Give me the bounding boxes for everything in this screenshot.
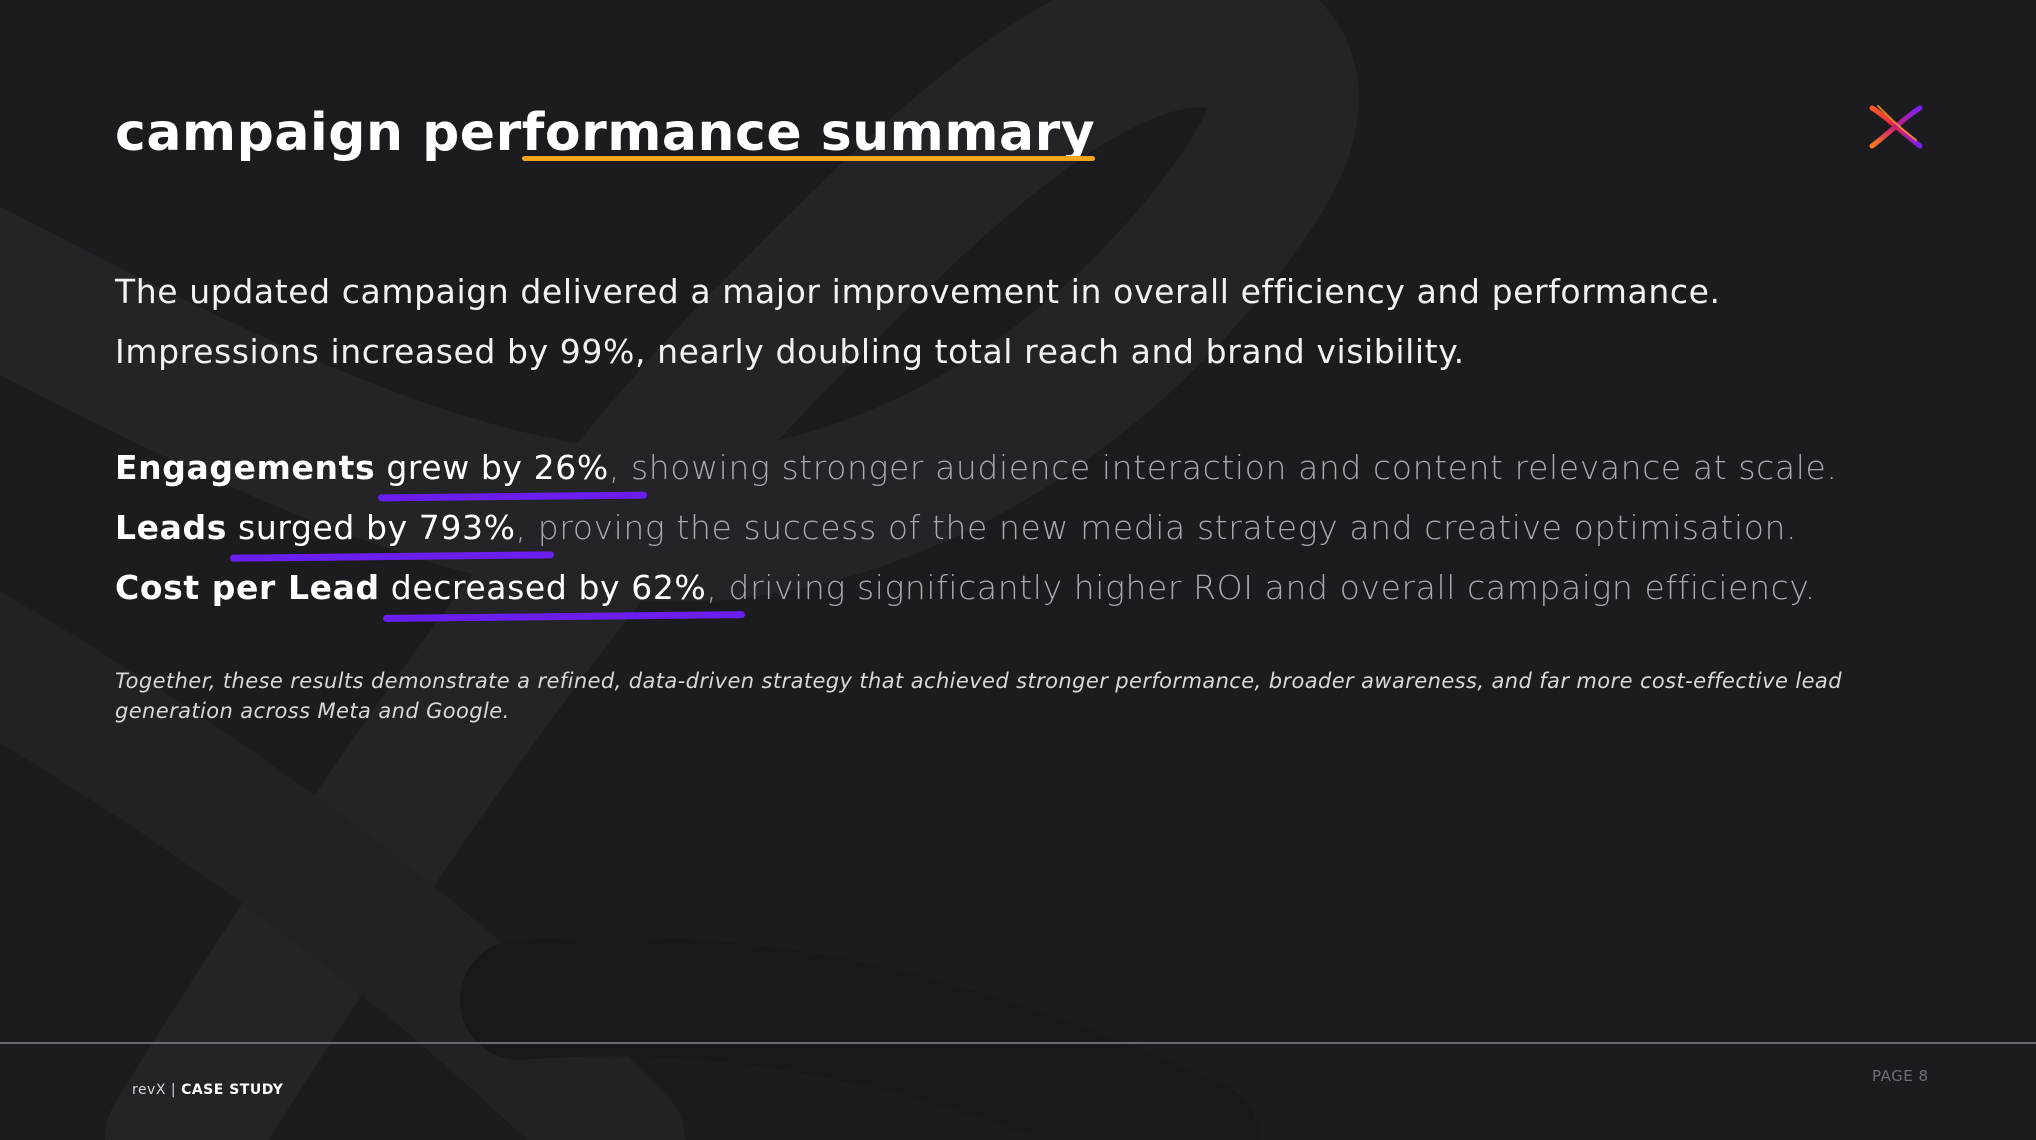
footer-section: CASE STUDY [181,1082,284,1098]
metric-description: , showing stronger audience interaction … [608,448,1838,487]
metric-description: , driving significantly higher ROI and o… [706,568,1816,607]
x-brand-icon [1869,105,1923,149]
metric-cost-per-lead: Cost per Lead decreased by 62%, driving … [115,558,1995,618]
page-title-prefix: campaign per [115,103,522,163]
metric-label: Leads [115,508,227,547]
metric-value: decreased by 62% [391,558,707,618]
metric-value: surged by 793% [238,498,516,558]
footer-separator: | [165,1082,182,1098]
page-title: campaign performance summary [115,103,1096,163]
metric-engagements: Engagements grew by 26%, showing stronge… [115,438,1995,498]
intro-line-1: The updated campaign delivered a major i… [115,272,1721,311]
metric-description: , proving the success of the new media s… [515,508,1798,547]
footer-brand-name: revX [132,1082,166,1098]
metrics-list: Engagements grew by 26%, showing stronge… [115,438,1995,618]
summary-note: Together, these results demonstrate a re… [115,669,1842,723]
metric-leads: Leads surged by 793%, proving the succes… [115,498,1995,558]
intro-paragraph: The updated campaign delivered a major i… [115,262,1945,382]
metric-label: Cost per Lead [115,568,380,607]
metric-value: grew by 26% [386,438,609,498]
footer-brand: revX | CASE STUDY [132,1082,283,1098]
intro-line-2: Impressions increased by 99%, nearly dou… [115,332,1465,371]
metric-label: Engagements [115,448,376,487]
footer-divider [0,1042,2036,1044]
page-number: PAGE 8 [1872,1067,1929,1085]
page-title-highlight: formance summary [521,103,1096,163]
